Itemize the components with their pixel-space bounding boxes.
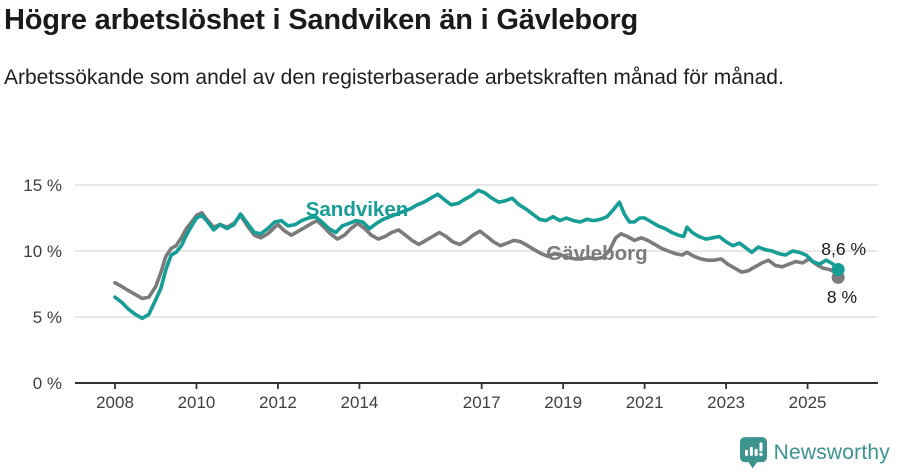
x-tick-label-2025: 2025 bbox=[789, 393, 827, 412]
series-label-sandviken: Sandviken bbox=[306, 198, 409, 221]
y-tick-label-5: 5 % bbox=[33, 308, 62, 327]
newsworthy-wordmark: Newsworthy bbox=[773, 441, 890, 464]
x-tick-label-2008: 2008 bbox=[96, 393, 134, 412]
y-tick-label-15: 15 % bbox=[23, 176, 62, 195]
x-tick-label-2023: 2023 bbox=[707, 393, 745, 412]
y-tick-label-0: 0 % bbox=[33, 374, 62, 393]
chart-subtitle: Arbetssökande som andel av den registerb… bbox=[4, 66, 784, 90]
series-label-gavleborg: Gävleborg bbox=[546, 242, 647, 265]
x-tick-label-2017: 2017 bbox=[463, 393, 501, 412]
x-axis: 2008 2010 2012 2014 2017 2019 2021 2023 2025 bbox=[75, 382, 878, 412]
gridlines bbox=[75, 184, 878, 318]
chart-header: Högre arbetslöshet i Sandviken än i Gävl… bbox=[4, 4, 896, 94]
x-tick-label-2014: 2014 bbox=[341, 393, 379, 412]
series-line-sandviken bbox=[113, 188, 840, 321]
x-tick-label-2021: 2021 bbox=[626, 393, 664, 412]
y-tick-label-10: 10 % bbox=[23, 242, 62, 261]
series-endpoint-sandviken bbox=[831, 262, 845, 276]
x-tick-label-2012: 2012 bbox=[259, 393, 297, 412]
newsworthy-logo[interactable]: Newsworthy bbox=[739, 437, 890, 469]
series-endpoints bbox=[831, 262, 845, 284]
chart-title: Högre arbetslöshet i Sandviken än i Gävl… bbox=[4, 4, 639, 36]
newsworthy-icon bbox=[739, 437, 767, 469]
y-axis-labels: 0 % 5 % 10 % 15 % bbox=[23, 176, 62, 393]
series-lines bbox=[113, 188, 840, 321]
x-tick-label-2019: 2019 bbox=[544, 393, 582, 412]
x-tick-label-2010: 2010 bbox=[178, 393, 216, 412]
end-value-label-sandviken: 8,6 % bbox=[821, 239, 866, 259]
end-value-label-gavleborg: 8 % bbox=[827, 287, 857, 307]
